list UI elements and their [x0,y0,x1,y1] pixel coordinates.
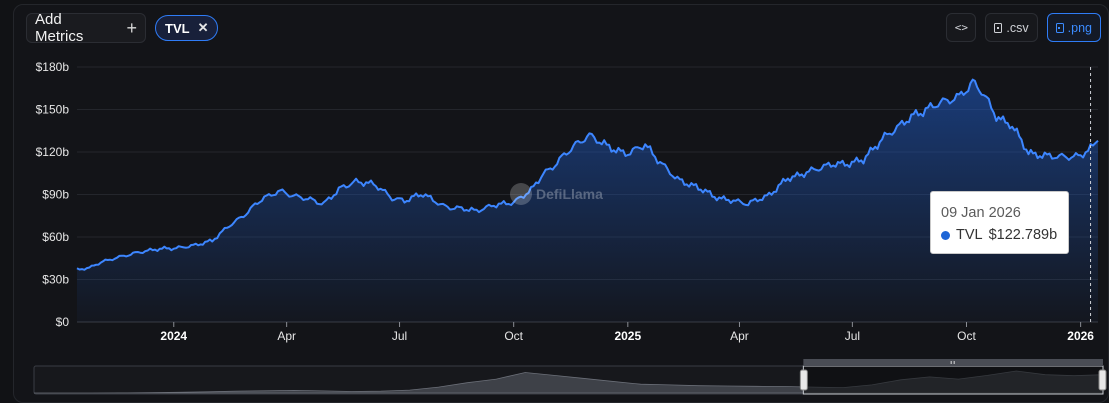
brush-drag-bar [803,359,1103,366]
watermark-text: DefiLlama [536,186,603,202]
tvl-area [77,79,1098,322]
tvl-chip-label: TVL [165,20,190,36]
tooltip-date: 09 Jan 2026 [941,205,1021,221]
code-icon: <> [954,21,969,34]
y-tick-label: $180b [36,60,70,74]
x-axis: 2024 Apr Jul Oct 2025 Apr Jul Oct 2026 [77,321,1098,343]
embed-button[interactable]: <> [946,13,977,42]
x-tick-label: Apr [730,329,749,343]
x-tick-label: 2024 [160,329,187,343]
y-tick-label: $90b [42,188,69,202]
png-download-button[interactable]: .png [1046,13,1101,42]
x-tick-label: 2025 [614,329,641,343]
y-tick-label: $150b [36,103,70,117]
x-tick-label: Oct [957,329,976,343]
y-tick-label: $30b [42,273,69,287]
chart-toolbar: Add Metrics + TVL ✕ [26,11,219,45]
add-metrics-label: Add Metrics [35,11,84,45]
tooltip-value: $122.789b [988,227,1058,243]
chart-tooltip: 09 Jan 2026 TVL $122.789b [930,191,1069,254]
image-file-icon [1055,22,1064,33]
x-tick-label: Apr [277,329,296,343]
file-icon [994,22,1003,33]
defillama-watermark: DefiLlama [510,183,603,205]
y-tick-label: $120b [36,145,70,159]
x-tick-label: Oct [504,329,523,343]
brush-selection [802,365,1104,395]
csv-label: .csv [1006,20,1029,35]
close-icon[interactable]: ✕ [197,20,209,35]
x-tick-label: Jul [845,329,860,343]
series-dot-icon [941,230,950,240]
png-label: .png [1067,20,1092,35]
llama-logo-icon [510,183,532,205]
csv-download-button[interactable]: .csv [985,13,1038,42]
tvl-metric-chip[interactable]: TVL ✕ [155,15,219,41]
add-metrics-button[interactable]: Add Metrics + [26,11,146,45]
x-tick-label: 2026 [1067,329,1094,343]
range-brush[interactable] [33,359,1107,395]
tvl-line [76,78,1099,271]
x-tick-label: Jul [392,329,407,343]
brush-handle[interactable] [1098,369,1107,391]
y-tick-label: $0 [56,315,70,329]
y-tick-label: $60b [42,230,69,244]
brush-handle[interactable] [799,369,808,391]
export-tools: <> .csv .png [946,13,1101,42]
plus-icon: + [126,18,137,38]
y-axis: $0 $30b $60b $90b $120b $150b $180b [36,60,70,329]
tooltip-series: TVL [956,227,983,243]
